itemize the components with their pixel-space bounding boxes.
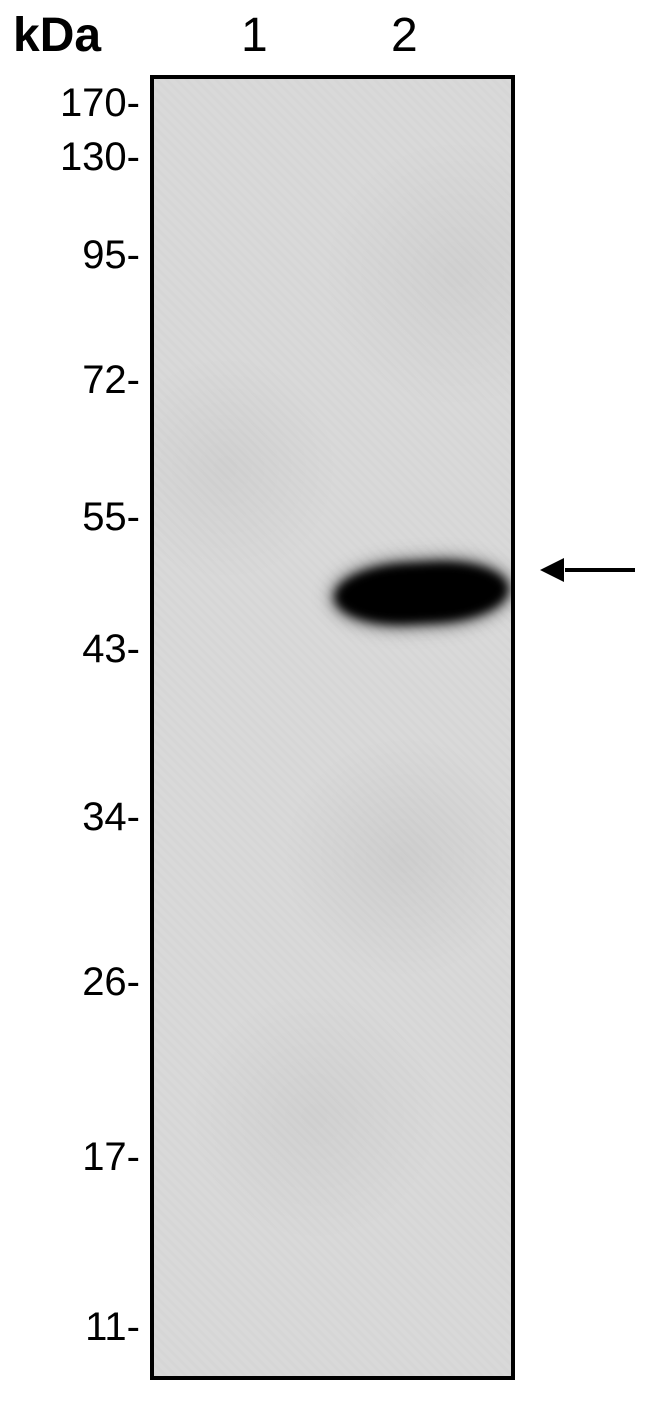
mw-label-34: 34- bbox=[82, 795, 140, 840]
mw-label-11: 11- bbox=[85, 1305, 140, 1350]
mw-label-95: 95- bbox=[82, 233, 140, 278]
mw-label-26: 26- bbox=[82, 960, 140, 1005]
figure-root: kDa 1 2 170-130-95-72-55-43-34-26-17-11- bbox=[0, 0, 650, 1401]
mw-label-17: 17- bbox=[82, 1135, 140, 1180]
arrow-shaft bbox=[565, 568, 635, 572]
mw-label-43: 43- bbox=[82, 627, 140, 672]
mw-label-72: 72- bbox=[82, 358, 140, 403]
arrow-head-icon bbox=[540, 558, 564, 582]
mw-label-170: 170- bbox=[60, 81, 140, 126]
band-arrow bbox=[0, 0, 650, 1401]
mw-label-55: 55- bbox=[82, 495, 140, 540]
mw-label-130: 130- bbox=[60, 135, 140, 180]
